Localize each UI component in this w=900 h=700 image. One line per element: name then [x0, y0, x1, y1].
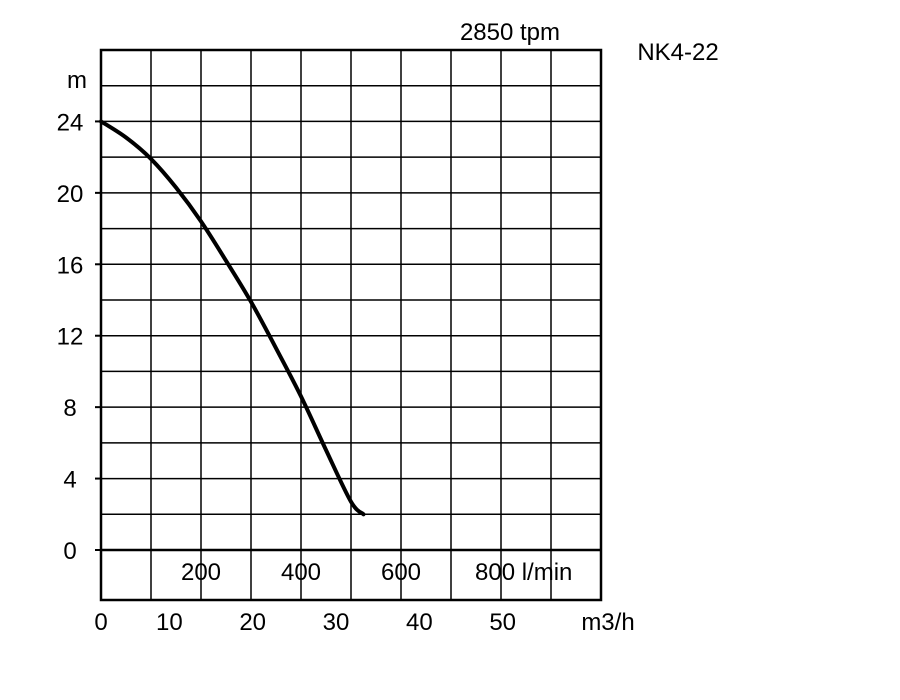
x-tick-label-m3h: 10: [156, 609, 183, 636]
chart-grid: [101, 50, 601, 600]
pump-head-curve: [99, 119, 366, 517]
x-tick-label-m3h: 20: [239, 609, 266, 636]
y-tick-label: 12: [57, 324, 84, 351]
x-tick-label-lmin: 200: [181, 559, 221, 586]
chart-subtitle: 2850 tpm: [460, 19, 560, 46]
y-axis-label: m: [67, 67, 87, 94]
y-tick-label: 20: [57, 181, 84, 208]
x-tick-label-m3h: m3/h: [581, 609, 634, 636]
x-tick-label-m3h: 30: [323, 609, 350, 636]
chart-frame: [99, 48, 603, 602]
x-tick-labels-lmin: 200 400 600 800 l/min: [181, 559, 572, 586]
chart-title: NK4-22: [637, 39, 718, 66]
plot-border: [99, 48, 603, 602]
x-tick-label-lmin: 400: [281, 559, 321, 586]
y-tick-label: 8: [63, 395, 76, 422]
chart-series: [99, 119, 366, 517]
x-tick-label-lmin: 800 l/min: [475, 559, 572, 586]
x-tick-label-m3h: 50: [489, 609, 516, 636]
y-tick-label: 0: [63, 538, 76, 565]
x-tick-labels-m3h: 0 10 20 30 40 50 m3/h: [94, 609, 634, 636]
x-tick-label-m3h: 40: [406, 609, 433, 636]
y-tick-label: 16: [57, 252, 84, 279]
x-tick-label-m3h: 0: [94, 609, 107, 636]
x-tick-label-lmin: 600: [381, 559, 421, 586]
y-tick-labels: 0 4 8 12 16 20 24: [57, 109, 101, 565]
y-tick-label: 4: [63, 467, 76, 494]
y-tick-label: 24: [57, 109, 84, 136]
